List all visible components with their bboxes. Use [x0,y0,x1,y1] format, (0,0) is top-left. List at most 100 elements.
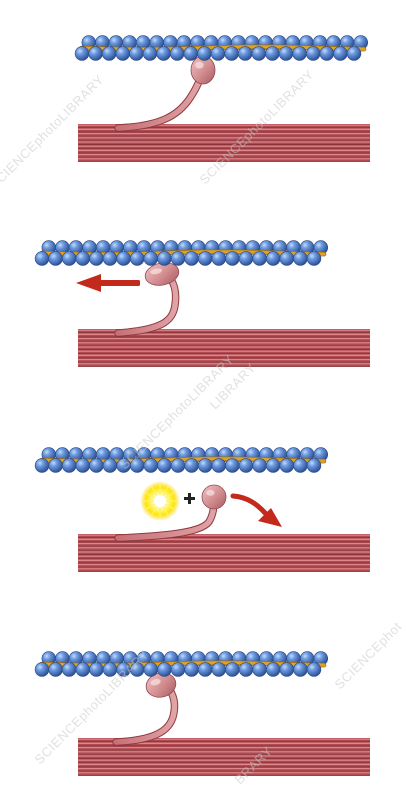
myosin-strand-shadow [78,152,370,154]
actin-bead [75,251,91,266]
actin-bead [198,251,213,266]
actin-bead [225,251,240,266]
actin-bead [157,662,172,677]
myosin-strand [78,742,370,747]
myosin-strand-highlight [78,359,370,361]
actin-bead [252,251,267,266]
actin-bead [143,251,159,266]
myosin-strand-highlight [78,759,370,761]
actin-bead [48,662,63,677]
actin-bead [346,46,362,61]
myosin-strand-shadow [78,770,370,772]
actin-bead [89,458,104,473]
actin-bead [293,251,308,266]
actin-bead [224,46,239,61]
actin-bead [74,46,90,61]
myosin-strand [78,550,370,555]
myosin-strand-shadow [78,336,370,338]
myosin-strand [78,136,370,141]
myosin-strand [78,341,370,346]
actin-bead [198,458,213,473]
actin-bead [238,251,254,266]
atp-ray [164,503,176,511]
myosin-strand-highlight [78,534,370,536]
actin-bead [88,46,103,61]
myosin-strand-shadow [78,156,370,158]
myosin-strand-highlight [78,564,370,566]
myosin-strand-highlight [78,559,370,561]
myosin-head-highlight [195,61,204,69]
actin-bead [34,251,50,266]
myosin-strand-shadow [78,754,370,755]
myosin-strand [78,563,370,568]
actin-bead [252,458,267,473]
actin-bead [293,458,308,473]
atp-ray [162,505,170,517]
atp-ray [150,485,158,497]
actin-bead [266,251,281,266]
myosin-strand-highlight [78,329,370,331]
atp-ray [150,505,158,517]
watermark-text: SCIENCEphot [332,619,405,692]
myosin-strand-shadow [78,340,370,342]
myosin-strand [78,767,370,772]
actin-bead [265,46,280,61]
actin-bead [306,251,322,266]
myosin-strand-highlight [78,555,370,557]
myosin-strand-highlight [78,124,370,126]
myosin-strand [78,128,370,133]
actin-bead [89,662,104,677]
actin-bead [266,458,281,473]
actin-bead [251,46,266,61]
actin-bead [279,458,294,473]
actin-bead [34,458,50,473]
myosin-strand-shadow [78,148,370,150]
myosin-strand-highlight [78,333,370,335]
myosin-strand-highlight [78,738,370,740]
myosin-strand-shadow [78,349,370,350]
myosin-strand [78,555,370,560]
myosin-strand-highlight [78,568,370,570]
myosin-strand-shadow [78,758,370,759]
myosin-filament-bundle [78,329,370,367]
actin-bead [170,662,186,677]
myosin-strand-shadow [78,353,370,355]
actin-bead [266,662,281,677]
myosin-strand [78,153,370,158]
actin-bead [157,458,172,473]
myosin-head-highlight [206,489,215,496]
actin-bead [306,46,321,61]
actin-bead [61,662,77,677]
myosin-strand [78,738,370,743]
atp-ray [144,491,156,499]
actin-bead [142,46,158,61]
actin-bead [170,251,186,266]
myosin-strand-shadow [78,361,370,363]
actin-bead [61,251,77,266]
myosin-strand-shadow [78,345,370,346]
myosin-strand-highlight [78,768,370,770]
panel-2 [34,240,370,367]
myosin-strand [78,538,370,543]
myosin-strand-shadow [78,545,370,547]
myosin-strand-highlight [78,747,370,749]
myosin-strand-shadow [78,749,370,751]
actin-bead [89,251,104,266]
myosin-strand-shadow [78,332,370,334]
actin-filament [34,240,328,266]
myosin-strand [78,124,370,129]
actin-bead [198,662,213,677]
actin-bead [306,458,322,473]
myosin-strand-shadow [78,562,370,564]
atp-core [154,495,166,507]
myosin-strand-highlight [78,137,370,139]
actin-bead [225,662,240,677]
myosin-strand-highlight [78,742,370,744]
myosin-strand-shadow [78,161,370,162]
myosin-strand-shadow [78,357,370,359]
myosin-strand [78,534,370,539]
myosin-strand [78,345,370,350]
panel-1 [74,35,370,162]
myosin-strand [78,149,370,154]
